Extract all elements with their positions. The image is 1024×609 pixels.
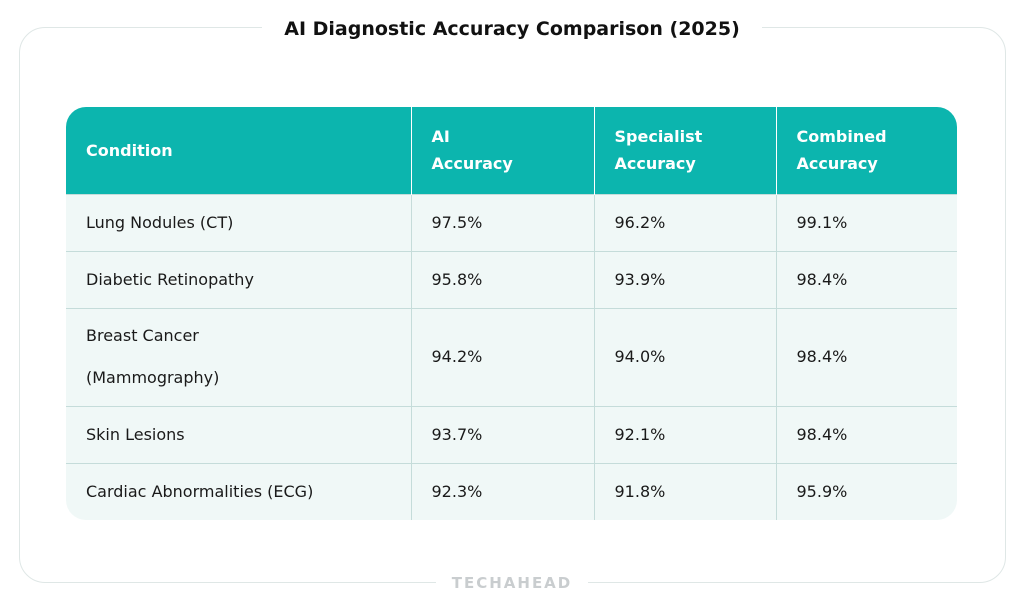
cell-specialist-accuracy: 93.9% (593, 250, 776, 308)
cell-specialist-accuracy: 92.1% (593, 405, 776, 463)
cell-condition: Breast Cancer (Mammography) (66, 307, 411, 406)
cell-specialist-accuracy: 94.0% (593, 307, 776, 406)
cell-condition: Cardiac Abnormalities (ECG) (66, 462, 411, 520)
table-row: Diabetic Retinopathy 95.8% 93.9% 98.4% (66, 250, 957, 308)
cell-ai-accuracy: 92.3% (410, 462, 594, 520)
cell-condition: Diabetic Retinopathy (66, 250, 411, 308)
page-title: AI Diagnostic Accuracy Comparison (2025) (262, 14, 762, 44)
table-row: Lung Nodules (CT) 97.5% 96.2% 99.1% (66, 193, 957, 251)
header-specialist-accuracy-label: Specialist Accuracy (614, 127, 703, 174)
header-ai-accuracy-label: AI Accuracy (431, 127, 513, 174)
header-ai-accuracy: AI Accuracy (410, 107, 594, 194)
watermark-container: TECHAHEAD (0, 572, 1024, 594)
cell-specialist-accuracy: 96.2% (593, 193, 776, 251)
cell-ai-accuracy: 94.2% (410, 307, 594, 406)
cell-ai-accuracy: 95.8% (410, 250, 594, 308)
cell-condition: Skin Lesions (66, 405, 411, 463)
cell-specialist-accuracy: 91.8% (593, 462, 776, 520)
header-combined-accuracy-label: Combined Accuracy (796, 127, 887, 174)
table-row: Cardiac Abnormalities (ECG) 92.3% 91.8% … (66, 462, 957, 520)
cell-ai-accuracy: 93.7% (410, 405, 594, 463)
table-row: Skin Lesions 93.7% 92.1% 98.4% (66, 405, 957, 463)
header-specialist-accuracy: Specialist Accuracy (593, 107, 776, 194)
cell-combined-accuracy: 98.4% (775, 250, 957, 308)
header-condition: Condition (66, 107, 411, 194)
cell-condition: Lung Nodules (CT) (66, 193, 411, 251)
cell-combined-accuracy: 95.9% (775, 462, 957, 520)
table-row: Breast Cancer (Mammography) 94.2% 94.0% … (66, 307, 957, 406)
title-container: AI Diagnostic Accuracy Comparison (2025) (0, 14, 1024, 45)
accuracy-table: Condition AI Accuracy Specialist Accurac… (66, 107, 957, 520)
header-combined-accuracy: Combined Accuracy (775, 107, 957, 194)
header-row: Condition AI Accuracy Specialist Accurac… (66, 107, 957, 194)
cell-ai-accuracy: 97.5% (410, 193, 594, 251)
table-container: Condition AI Accuracy Specialist Accurac… (66, 107, 957, 520)
cell-combined-accuracy: 98.4% (775, 307, 957, 406)
watermark-logo: TECHAHEAD (435, 572, 589, 594)
cell-combined-accuracy: 99.1% (775, 193, 957, 251)
cell-combined-accuracy: 98.4% (775, 405, 957, 463)
